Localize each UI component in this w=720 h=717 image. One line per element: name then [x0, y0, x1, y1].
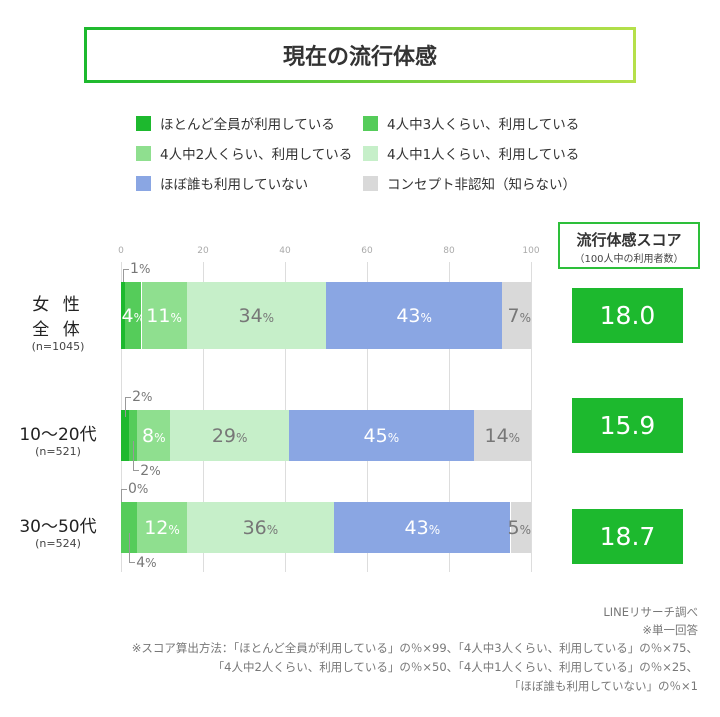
data-label: 12%: [144, 516, 180, 539]
score-value: 18.7: [572, 509, 683, 564]
data-label: 7%: [507, 304, 531, 327]
leader-line: [121, 489, 127, 509]
gridline: [531, 262, 532, 572]
leader-line: [129, 533, 136, 563]
data-label: 1%: [130, 261, 151, 277]
x-tick-label: 80: [443, 246, 455, 256]
data-label: 43%: [396, 304, 432, 327]
leader-line: [123, 269, 130, 282]
data-label: 0%: [128, 481, 149, 497]
bar-segment: 11%: [141, 282, 187, 349]
row-label-text: 30〜50代: [19, 517, 97, 537]
legend-item: 4人中2人くらい、利用している: [136, 143, 352, 163]
data-label: 11%: [146, 304, 182, 327]
bar-segment: [121, 410, 130, 461]
data-label: 4%: [136, 555, 157, 571]
row-sample-size: (n=521): [35, 445, 81, 458]
bar-segment: 43%: [326, 282, 503, 349]
row-label-text: 10〜20代: [19, 425, 97, 445]
bar-segment: 43%: [334, 502, 511, 553]
bar-segment: 7%: [502, 282, 531, 349]
bar-segment: [129, 410, 138, 461]
bar-segment: 4%: [122, 282, 145, 349]
data-label: 14%: [484, 424, 521, 447]
x-tick-label: 60: [361, 246, 373, 256]
legend-swatch: [136, 175, 151, 191]
legend-item: 4人中3人くらい、利用している: [363, 113, 579, 133]
x-tick-label: 100: [522, 246, 540, 256]
data-label: 2%: [140, 463, 161, 479]
row-label: 10〜20代 (n=521): [10, 420, 106, 458]
legend-label: 4人中1人くらい、利用している: [387, 147, 580, 163]
bar-segment: 29%: [170, 410, 290, 461]
score-subtitle: （100人中の利用者数）: [574, 254, 684, 265]
row-sample-size: (n=524): [35, 537, 81, 550]
legend-label: 4人中3人くらい、利用している: [387, 117, 580, 133]
data-label: 43%: [404, 516, 441, 539]
bar-segment: [121, 502, 138, 553]
legend-item: 4人中1人くらい、利用している: [363, 143, 579, 163]
legend-item: ほとんど全員が利用している: [136, 113, 335, 133]
legend-swatch: [363, 175, 378, 191]
score-value: 18.0: [572, 288, 683, 343]
bar-segment: 14%: [473, 410, 531, 461]
legend-label: ほとんど全員が利用している: [160, 117, 335, 133]
footnote: 「4人中2人くらい、利用している」の％×50、「4人中1人くらい、利用している」…: [212, 660, 698, 674]
data-label: 29%: [211, 424, 248, 447]
footnote: 「ほぼ誰も利用していない」の％×1: [508, 679, 698, 693]
bar-segment: [121, 282, 126, 349]
legend-swatch: [363, 115, 378, 131]
legend-swatch: [136, 145, 151, 161]
row-label: 30〜50代 (n=524): [10, 512, 106, 550]
data-label: 8%: [142, 424, 166, 447]
footnote-source: LINEリサーチ調べ: [603, 605, 698, 619]
bar-segment: 8%: [137, 410, 171, 461]
score-value: 15.9: [572, 398, 683, 453]
data-label: 5%: [507, 516, 532, 539]
bar-segment: 5%: [507, 502, 532, 553]
footnote: ※単一回答: [642, 623, 698, 637]
legend-label: コンセプト非認知（知らない）: [387, 177, 576, 193]
legend-label: ほぼ誰も利用していない: [160, 177, 309, 193]
score-header: 流行体感スコア （100人中の利用者数）: [558, 222, 700, 269]
chart-title: 現在の流行体感: [84, 27, 636, 83]
x-tick-label: 40: [279, 246, 291, 256]
row-label: 女 性全 体 (n=1045): [10, 290, 106, 353]
leader-line: [125, 397, 132, 417]
bar-segment: 45%: [289, 410, 474, 461]
legend-item: コンセプト非認知（知らない）: [363, 173, 576, 193]
legend-swatch: [363, 145, 378, 161]
bar-segment: 12%: [137, 502, 187, 553]
data-label: 2%: [132, 389, 153, 405]
data-label: 36%: [242, 516, 279, 539]
data-label: 4%: [121, 304, 146, 327]
stacked-bar-chart: 0 20 40 60 80 100 女 性全 体 (n=1045) 1% 4% 11% 34% 43% 7…: [10, 246, 540, 572]
footnote: ※スコア算出方法：「ほとんど全員が利用している」の％×99、「4人中3人くらい、…: [131, 641, 698, 655]
bar-segment: 36%: [186, 502, 335, 553]
row-sample-size: (n=1045): [31, 340, 85, 353]
legend-swatch: [136, 115, 151, 131]
bar-segment: 34%: [186, 282, 326, 349]
row-label-text: 全 体: [32, 320, 84, 340]
data-label: 34%: [238, 304, 275, 327]
score-title: 流行体感スコア: [576, 231, 682, 249]
legend-item: ほぼ誰も利用していない: [136, 173, 308, 193]
row-label-text: 女 性: [32, 295, 84, 315]
x-tick-label: 0: [118, 246, 124, 256]
leader-line: [133, 441, 140, 471]
x-tick-label: 20: [197, 246, 209, 256]
data-label: 45%: [363, 424, 400, 447]
legend-label: 4人中2人くらい、利用している: [160, 147, 353, 163]
